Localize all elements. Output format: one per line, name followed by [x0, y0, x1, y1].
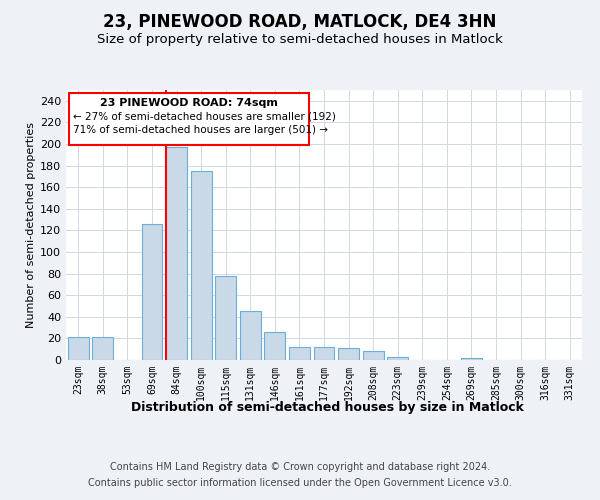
Text: Distribution of semi-detached houses by size in Matlock: Distribution of semi-detached houses by …	[131, 401, 523, 414]
Text: Contains public sector information licensed under the Open Government Licence v3: Contains public sector information licen…	[88, 478, 512, 488]
Text: ← 27% of semi-detached houses are smaller (192): ← 27% of semi-detached houses are smalle…	[73, 111, 336, 121]
Bar	[338, 348, 359, 360]
Text: Size of property relative to semi-detached houses in Matlock: Size of property relative to semi-detach…	[97, 32, 503, 46]
Bar	[362, 352, 383, 360]
Bar	[166, 147, 187, 360]
Bar	[191, 171, 212, 360]
Bar	[142, 224, 163, 360]
Text: 23 PINEWOOD ROAD: 74sqm: 23 PINEWOOD ROAD: 74sqm	[100, 98, 278, 108]
Bar	[314, 347, 334, 360]
Bar	[461, 358, 482, 360]
Text: 23, PINEWOOD ROAD, MATLOCK, DE4 3HN: 23, PINEWOOD ROAD, MATLOCK, DE4 3HN	[103, 12, 497, 30]
Bar	[240, 312, 261, 360]
Bar	[92, 338, 113, 360]
Bar	[289, 347, 310, 360]
Bar	[68, 338, 89, 360]
Text: Contains HM Land Registry data © Crown copyright and database right 2024.: Contains HM Land Registry data © Crown c…	[110, 462, 490, 472]
Bar	[215, 276, 236, 360]
Text: 71% of semi-detached houses are larger (501) →: 71% of semi-detached houses are larger (…	[73, 125, 328, 135]
Bar	[387, 357, 408, 360]
Bar	[265, 332, 286, 360]
Y-axis label: Number of semi-detached properties: Number of semi-detached properties	[26, 122, 36, 328]
